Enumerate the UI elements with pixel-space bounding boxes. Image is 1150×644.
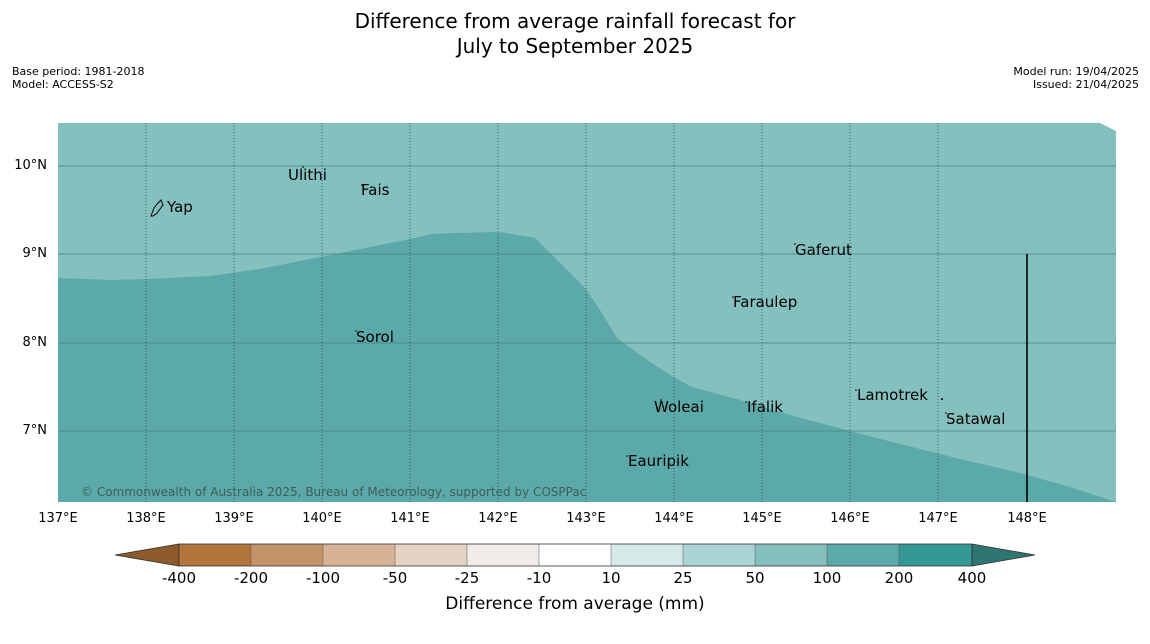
colorbar-bin-7 [611, 544, 683, 566]
colorbar-label-p200: 200 [884, 569, 914, 587]
west-fayu-dot [941, 398, 943, 400]
place-label-eauripik: Eauripik [628, 452, 689, 470]
lon-label-145e: 145°E [742, 511, 782, 526]
place-label-lamotrek: Lamotrek [857, 386, 928, 404]
place-label-woleai: Woleai [654, 398, 704, 416]
lon-label-147e: 147°E [918, 511, 958, 526]
title-line-2: July to September 2025 [456, 34, 694, 58]
gaferut-dot [794, 243, 796, 245]
map-title: Difference from average rainfall forecas… [0, 9, 1150, 59]
longitude-gridlines [145, 123, 939, 502]
lon-label-143e: 143°E [566, 511, 606, 526]
colorbar-label-p50: 50 [745, 569, 765, 587]
colorbar-label-n200: -200 [233, 569, 269, 587]
colorbar-bin-3 [323, 544, 395, 566]
colorbar-bin-6 [539, 544, 611, 566]
place-label-satawal: Satawal [946, 410, 1006, 428]
colorbar-arrow-high [971, 543, 1036, 567]
colorbar-label-n100: -100 [305, 569, 341, 587]
lon-label-139e: 139°E [214, 511, 254, 526]
colorbar [114, 543, 1036, 567]
faraulep-dot [732, 296, 734, 298]
title-line-1: Difference from average rainfall forecas… [354, 9, 796, 33]
colorbar-label-p25: 25 [673, 569, 693, 587]
lon-label-140e: 140°E [302, 511, 342, 526]
ifalik-dot [745, 401, 747, 403]
ulithi-dot [302, 166, 304, 168]
lon-label-146e: 146°E [830, 511, 870, 526]
eauripik-dot [626, 455, 628, 457]
place-label-gaferut: Gaferut [795, 241, 852, 259]
colorbar-label-n10: -10 [526, 569, 552, 587]
wetter-region [58, 232, 1116, 502]
colorbar-bin-1 [179, 544, 251, 566]
place-label-ifalik: Ifalik [747, 398, 783, 416]
colorbar-label-n400: -400 [161, 569, 197, 587]
place-label-ulithi: Ulithi [288, 166, 327, 184]
colorbar-arrow-low [114, 543, 180, 567]
lon-label-142e: 142°E [478, 511, 518, 526]
colorbar-bin-5 [467, 544, 539, 566]
colorbar-separators [250, 544, 900, 566]
lat-label-8n: 8°N [22, 335, 48, 350]
map-corner [1100, 123, 1116, 131]
colorbar-label-n25: -25 [454, 569, 480, 587]
colorbar-frame [178, 543, 973, 567]
lon-label-138e: 138°E [126, 511, 166, 526]
lamotrek-dot [855, 389, 857, 391]
satawal-dot [945, 412, 947, 414]
lat-label-7n: 7°N [22, 423, 48, 438]
colorbar-bin-11 [899, 544, 972, 566]
sorol-dot [355, 330, 357, 332]
colorbar-bin-9 [755, 544, 827, 566]
lon-label-144e: 144°E [654, 511, 694, 526]
colorbar-bin-8 [683, 544, 755, 566]
colorbar-bin-4 [395, 544, 467, 566]
fais-dot [361, 184, 363, 186]
island-dots [302, 166, 947, 457]
base-period: Base period: 1981-2018 [12, 65, 145, 78]
colorbar-label-p100: 100 [812, 569, 842, 587]
model-run: Model run: 19/04/2025 [1013, 65, 1139, 78]
colorbar-label-p10: 10 [601, 569, 621, 587]
copyright-notice: © Commonwealth of Australia 2025, Bureau… [81, 485, 587, 499]
woleai-dot [660, 399, 662, 401]
meta-left: Base period: 1981-2018 Model: ACCESS-S2 [12, 65, 144, 91]
lat-label-9n: 9°N [22, 246, 48, 261]
yap-island-outline [150, 199, 164, 217]
colorbar-title: Difference from average (mm) [445, 594, 705, 614]
meta-right: Model run: 19/04/2025 Issued: 21/04/2025 [1013, 65, 1139, 91]
place-label-sorol: Sorol [356, 328, 394, 346]
lon-label-148e: 148°E [1007, 511, 1047, 526]
lat-label-10n: 10°N [14, 158, 47, 173]
place-label-faraulep: Faraulep [733, 293, 798, 311]
place-label-yap: Yap [167, 198, 193, 216]
colorbar-bin-10 [827, 544, 899, 566]
colorbar-label-p400: 400 [957, 569, 987, 587]
lon-label-137e: 137°E [38, 511, 78, 526]
colorbar-bin-2 [251, 544, 323, 566]
issued-date: Issued: 21/04/2025 [1032, 78, 1139, 91]
model-name: Model: ACCESS-S2 [12, 78, 114, 91]
colorbar-label-n50: -50 [382, 569, 408, 587]
place-label-fais: Fais [361, 181, 390, 199]
lon-label-141e: 141°E [390, 511, 430, 526]
